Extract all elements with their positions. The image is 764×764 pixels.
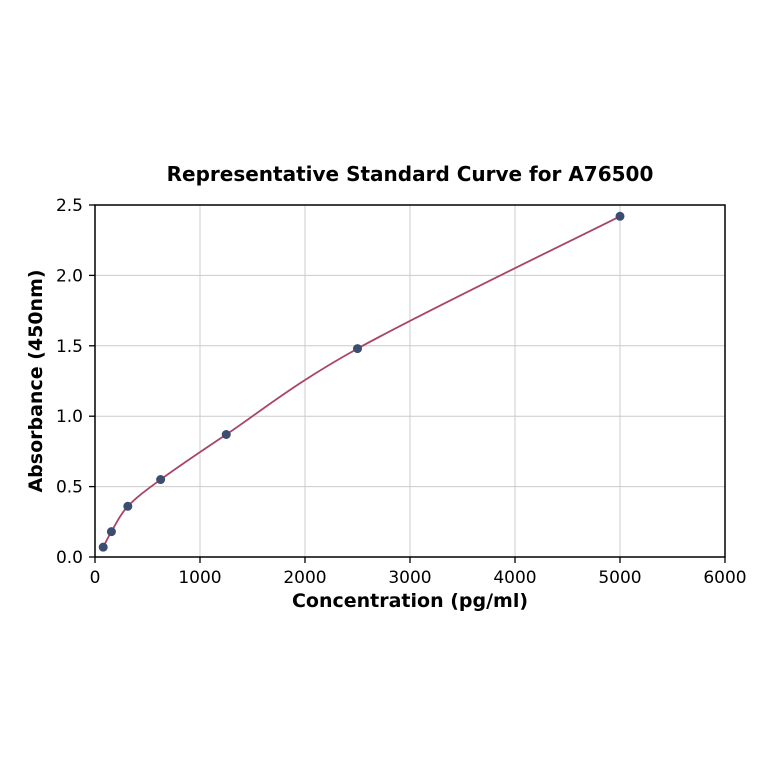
data-point-marker — [106, 527, 116, 537]
tick-layer — [89, 204, 726, 563]
x-tick-label: 3000 — [388, 568, 431, 588]
x-tick-label: 1000 — [178, 568, 221, 588]
tick-label-layer: 0 1000 2000 3000 4000 5000 6000 0.0 0.5 1.0 1.5 2.0… — [56, 196, 747, 588]
data-point-marker — [123, 501, 133, 511]
data-point-marker — [353, 344, 362, 354]
standard-curve-line — [102, 215, 621, 548]
y-tick-label: 0.0 — [56, 548, 83, 568]
y-tick-label: 1.0 — [56, 407, 83, 427]
x-tick-label: 4000 — [493, 568, 536, 588]
grid-layer — [94, 204, 726, 558]
y-tick-label: 1.5 — [56, 337, 83, 357]
data-point-marker — [156, 475, 166, 485]
data-point-marker — [615, 211, 625, 221]
x-axis-label: Concentration (pg/ml) — [292, 590, 528, 612]
series-layer — [98, 211, 625, 552]
chart-title: Representative Standard Curve for A76500 — [167, 162, 654, 186]
x-tick-label: 5000 — [598, 568, 641, 588]
y-tick-label: 2.5 — [56, 196, 83, 216]
data-point-marker — [98, 542, 108, 552]
x-tick-label: 0 — [90, 568, 101, 588]
y-tick-label: 0.5 — [56, 478, 83, 498]
plot-frame — [94, 204, 726, 558]
x-tick-label: 6000 — [703, 568, 746, 588]
y-tick-label: 2.0 — [56, 266, 83, 286]
data-point-marker — [221, 430, 231, 440]
y-axis-label: Absorbance (450nm) — [25, 269, 47, 492]
x-tick-label: 2000 — [283, 568, 326, 588]
